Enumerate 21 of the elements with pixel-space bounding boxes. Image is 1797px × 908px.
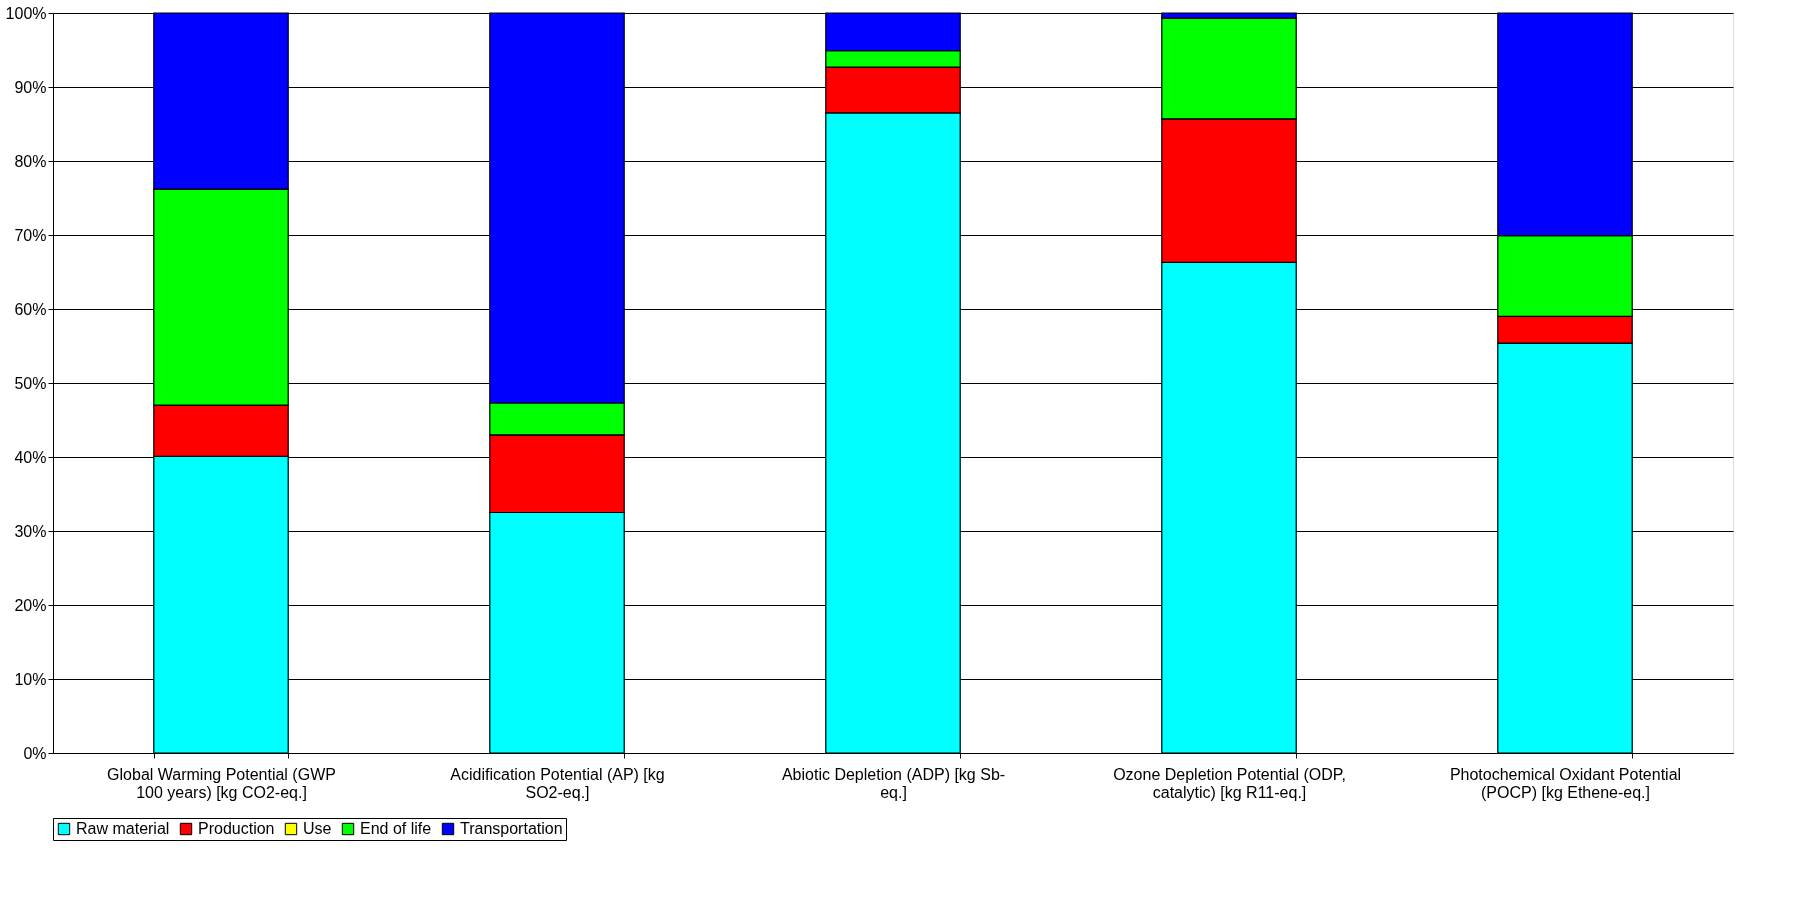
x-tick-label: Ozone Depletion Potential (ODP, catalytic) [kg R11-eq.] [1113,765,1346,801]
y-tick-label: 50% [14,374,47,392]
x-tick-label: Photochemical Oxidant Potential (POCP) [kg Ethene-eq.] [1449,765,1682,801]
x-tick-label: Acidification Potential (AP) [kg SO2-eq.] [450,765,665,801]
y-tick-label: 90% [14,78,47,96]
legend-label: Use [303,820,332,837]
y-tick-label: 80% [14,152,47,170]
legend-label: Transportation [460,820,563,837]
y-tick-label: 60% [14,300,47,318]
y-tick-label: 100% [5,4,47,22]
x-tick-label: Abiotic Depletion (ADP) [kg Sb-eq.] [781,765,1006,801]
y-tick-label: 20% [14,596,47,614]
y-tick-label: 0% [23,744,47,762]
y-tick-label: 70% [14,226,47,244]
y-tick-label: 30% [14,522,47,540]
x-tick-label: Global Warming Potential (GWP 100 years) [kg CO2-eq.] [107,765,336,801]
y-tick-label: 40% [14,448,47,466]
y-tick-label: 10% [14,670,47,688]
legend-label: End of life [360,820,432,837]
legend-label: Production [198,820,275,837]
legend-label: Raw material [76,820,170,837]
